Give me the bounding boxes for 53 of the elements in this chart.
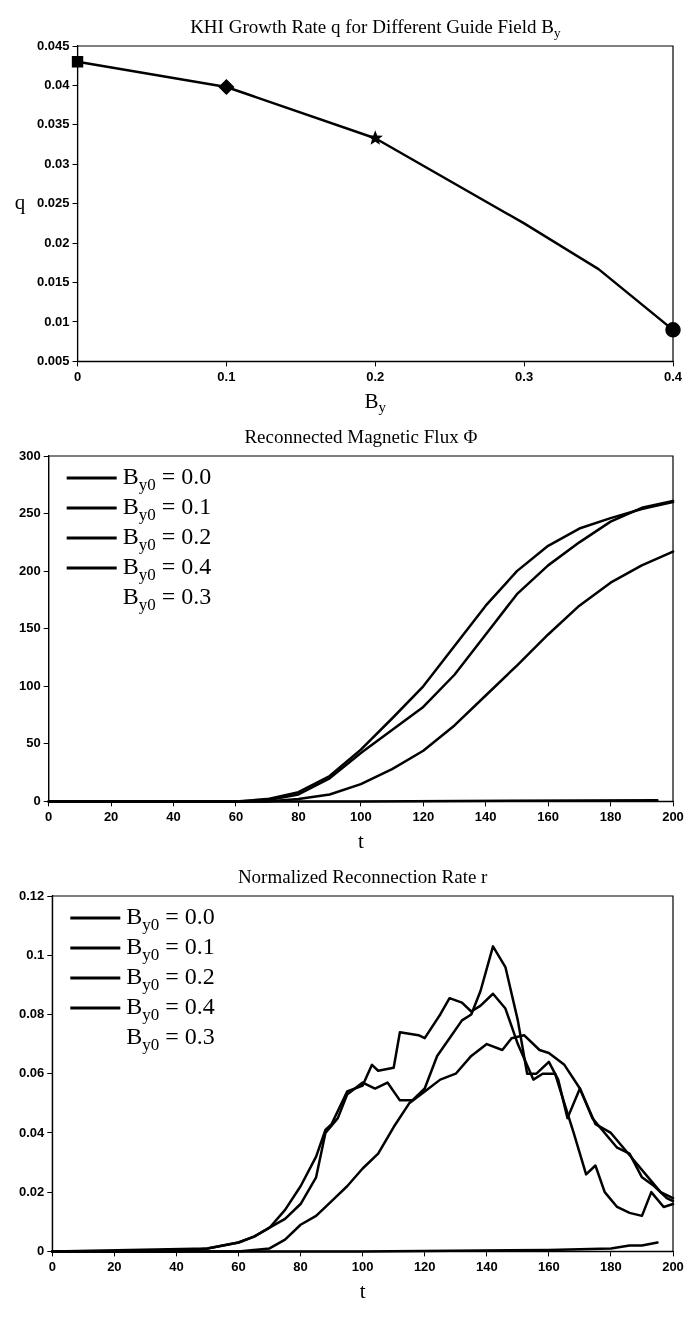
y-tick-label: 0.03 <box>44 155 70 171</box>
y-tick-label: 0 <box>37 1242 45 1258</box>
x-tick-label: 180 <box>599 808 622 824</box>
x-tick-label: 200 <box>662 1258 684 1274</box>
y-tick-label: 100 <box>18 677 41 693</box>
y-tick-label: 0.04 <box>44 77 71 92</box>
x-tick-label: 80 <box>293 1258 308 1274</box>
x-tick-label: 160 <box>538 1258 560 1274</box>
x-tick-label: 0 <box>73 368 82 384</box>
x-tick-label: 140 <box>475 1258 498 1274</box>
y-tick-label: 0.025 <box>36 195 70 211</box>
y-tick-label: 50 <box>26 735 41 751</box>
x-tick-label: 60 <box>231 1258 246 1274</box>
y-tick-label: 0.1 <box>26 946 45 962</box>
y-tick-label: 0.04 <box>18 1124 46 1140</box>
x-tick-label: 80 <box>291 808 306 824</box>
y-tick-label: 150 <box>18 620 41 636</box>
x-tick-label: 40 <box>166 808 181 824</box>
y-tick-label: 0.02 <box>44 234 70 250</box>
y-tick-label: 0.06 <box>18 1065 45 1081</box>
x-tick-label: 0.1 <box>217 368 236 384</box>
y-tick-label: 250 <box>18 505 41 521</box>
x-tick-label: 60 <box>228 808 244 824</box>
y-tick-label: 0.035 <box>36 116 70 132</box>
y-tick-label: 0.08 <box>18 1006 45 1022</box>
x-tick-label: 0.3 <box>515 368 534 384</box>
x-tick-label: 20 <box>107 1258 122 1274</box>
y-tick-label: 0.12 <box>18 887 45 903</box>
y-tick-label: 0.015 <box>36 274 70 290</box>
x-tick-label: 40 <box>169 1258 184 1274</box>
x-tick-label: 200 <box>662 808 684 824</box>
x-tick-label: 120 <box>413 1258 436 1274</box>
y-tick-label: 0.045 <box>36 37 70 53</box>
x-tick-label: 140 <box>474 808 497 824</box>
y-axis-title: q <box>14 190 26 215</box>
y-tick-label: 300 <box>18 447 41 463</box>
x-tick-label: 160 <box>537 808 559 824</box>
chart-title: Normalized Reconnection Rate r <box>237 865 489 887</box>
y-tick-label: 0.02 <box>18 1183 45 1199</box>
y-tick-label: 0 <box>33 792 41 808</box>
x-tick-label: 180 <box>600 1258 622 1274</box>
y-tick-label: 0.005 <box>36 352 70 368</box>
x-tick-label: 0.4 <box>663 368 683 384</box>
x-axis-title: t <box>357 828 364 853</box>
x-axis-title: t <box>359 1278 366 1303</box>
chart-title: Reconnected Magnetic Flux Φ <box>244 425 478 447</box>
x-tick-label: 100 <box>351 1258 374 1274</box>
y-tick-label: 200 <box>18 562 41 578</box>
y-tick-label: 0.01 <box>44 313 70 329</box>
x-tick-label: 20 <box>103 808 119 824</box>
x-tick-label: 100 <box>349 808 372 824</box>
x-tick-label: 120 <box>412 808 435 824</box>
x-tick-label: 0.2 <box>366 368 385 384</box>
